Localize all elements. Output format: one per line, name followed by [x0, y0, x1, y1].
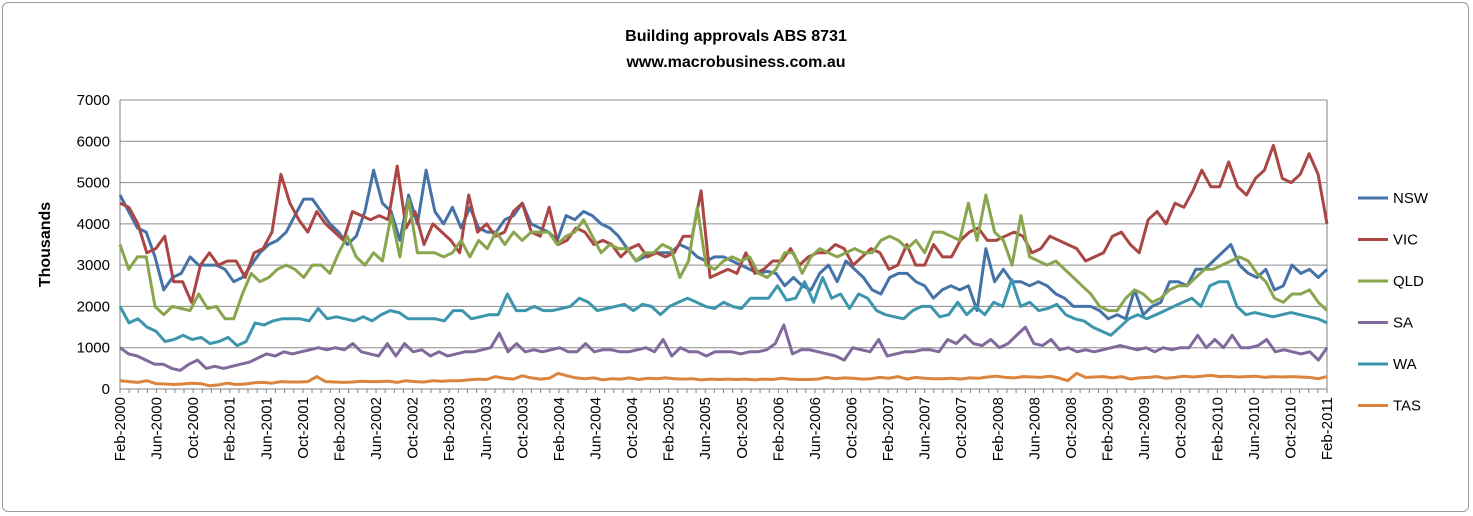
legend-label-vic: VIC — [1393, 232, 1418, 249]
x-tick-label: Feb-2010 — [1209, 397, 1226, 461]
x-tick-label: Oct-2009 — [1173, 397, 1190, 459]
y-tick-label: 6000 — [77, 133, 110, 150]
x-tick-label: Feb-2000 — [112, 397, 129, 461]
x-tick-label: Oct-2001 — [295, 397, 312, 459]
chart-subtitle: www.macrobusiness.com.au — [625, 54, 845, 71]
series-line-wa — [118, 276, 1328, 348]
y-tick-label: 5000 — [77, 175, 110, 192]
x-tick-label: Feb-2004 — [551, 397, 568, 461]
x-tick-label: Jun-2005 — [697, 397, 714, 460]
x-tick-label: Oct-2006 — [844, 397, 861, 459]
x-tick-label: Feb-2002 — [331, 397, 348, 461]
x-tick-label: Oct-2004 — [624, 397, 641, 459]
x-tick-label: Oct-2005 — [734, 397, 751, 459]
x-tick-label: Jun-2002 — [368, 397, 385, 460]
y-tick-label: 2000 — [77, 298, 110, 315]
x-tick-label: Oct-2003 — [514, 397, 531, 459]
x-tick-label: Oct-2008 — [1063, 397, 1080, 459]
legend-label-nsw: NSW — [1393, 190, 1429, 207]
y-axis-title: Thousands — [37, 202, 54, 287]
x-tick-label: Feb-2003 — [441, 397, 458, 461]
x-tick-label: Feb-2006 — [770, 397, 787, 461]
x-tick-label: Jun-2004 — [587, 397, 604, 460]
y-tick-label: 7000 — [77, 92, 110, 109]
x-tick-label: Feb-2007 — [880, 397, 897, 461]
x-tick-label: Jun-2010 — [1246, 397, 1263, 460]
x-tick-label: Feb-2001 — [222, 397, 239, 461]
x-tick-label: Jun-2000 — [149, 397, 166, 460]
chart-title: Building approvals ABS 8731 — [625, 28, 847, 45]
x-tick-label: Jun-2009 — [1136, 397, 1153, 460]
y-tick-label: 4000 — [77, 216, 110, 233]
x-tick-label: Feb-2005 — [661, 397, 678, 461]
x-tick-label: Jun-2006 — [807, 397, 824, 460]
x-tick-label: Oct-2000 — [185, 397, 202, 459]
y-tick-label: 1000 — [77, 340, 110, 357]
x-tick-label: Feb-2011 — [1319, 397, 1336, 460]
series-line-nsw — [118, 168, 1329, 321]
series-line-qld — [118, 193, 1329, 321]
y-tick-label: 0 — [102, 381, 110, 398]
x-tick-label: Jun-2008 — [1026, 397, 1043, 460]
x-tick-label: Oct-2010 — [1282, 397, 1299, 459]
x-tick-label: Feb-2008 — [990, 397, 1007, 461]
x-tick-label: Jun-2003 — [478, 397, 495, 460]
x-tick-label: Oct-2007 — [953, 397, 970, 459]
series-line-vic — [119, 143, 1329, 304]
x-tick-label: Feb-2009 — [1100, 397, 1117, 461]
series-line-tas — [119, 371, 1328, 388]
legend-label-sa: SA — [1393, 315, 1413, 332]
x-tick-label: Jun-2001 — [258, 397, 275, 460]
x-tick-label: Oct-2002 — [405, 397, 422, 459]
legend-label-wa: WA — [1393, 356, 1417, 373]
x-tick-label: Jun-2007 — [917, 397, 934, 460]
y-tick-label: 3000 — [77, 257, 110, 274]
legend-label-qld: QLD — [1393, 273, 1424, 290]
legend-label-tas: TAS — [1393, 398, 1421, 415]
series-line-sa — [119, 323, 1329, 372]
